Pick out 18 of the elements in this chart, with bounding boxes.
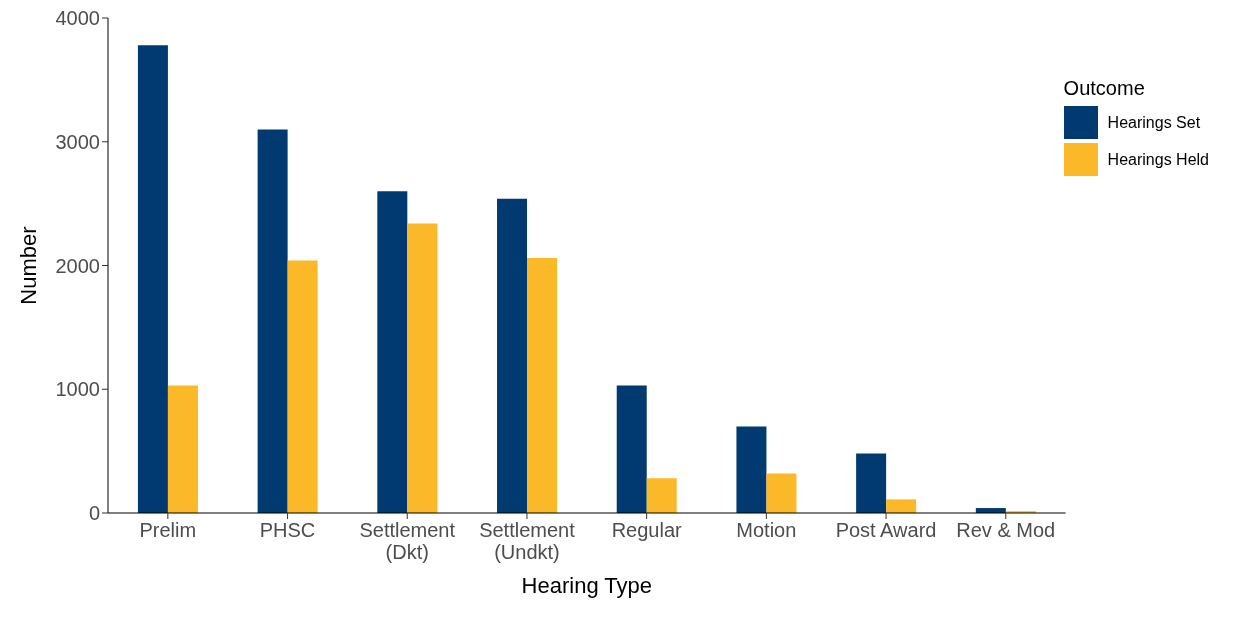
y-tick-label: 0 [88, 502, 100, 525]
y-tick-label: 3000 [55, 130, 100, 153]
x-axis-title: Hearing Type [521, 573, 653, 598]
y-axis-title: Number [15, 226, 41, 305]
x-tick-label: Post Award [835, 519, 937, 541]
legend-title: Outcome [1063, 77, 1146, 100]
x-tick-label: Settlement (Dkt) [359, 519, 456, 563]
x-tick-label: Motion [736, 519, 797, 541]
x-tick-label: Rev & Mod [956, 519, 1056, 541]
legend-label: Hearings Held [1107, 150, 1209, 169]
y-tick-label: 2000 [55, 254, 100, 277]
x-tick-label: Prelim [139, 519, 197, 541]
x-tick-label: Regular [611, 519, 683, 541]
y-tick-label: 4000 [55, 7, 100, 30]
x-tick-label: PHSC [259, 519, 316, 541]
x-tick-label: Settlement (Undkt) [479, 519, 576, 563]
y-tick-label: 1000 [55, 378, 100, 401]
legend-label: Hearings Set [1107, 113, 1201, 132]
